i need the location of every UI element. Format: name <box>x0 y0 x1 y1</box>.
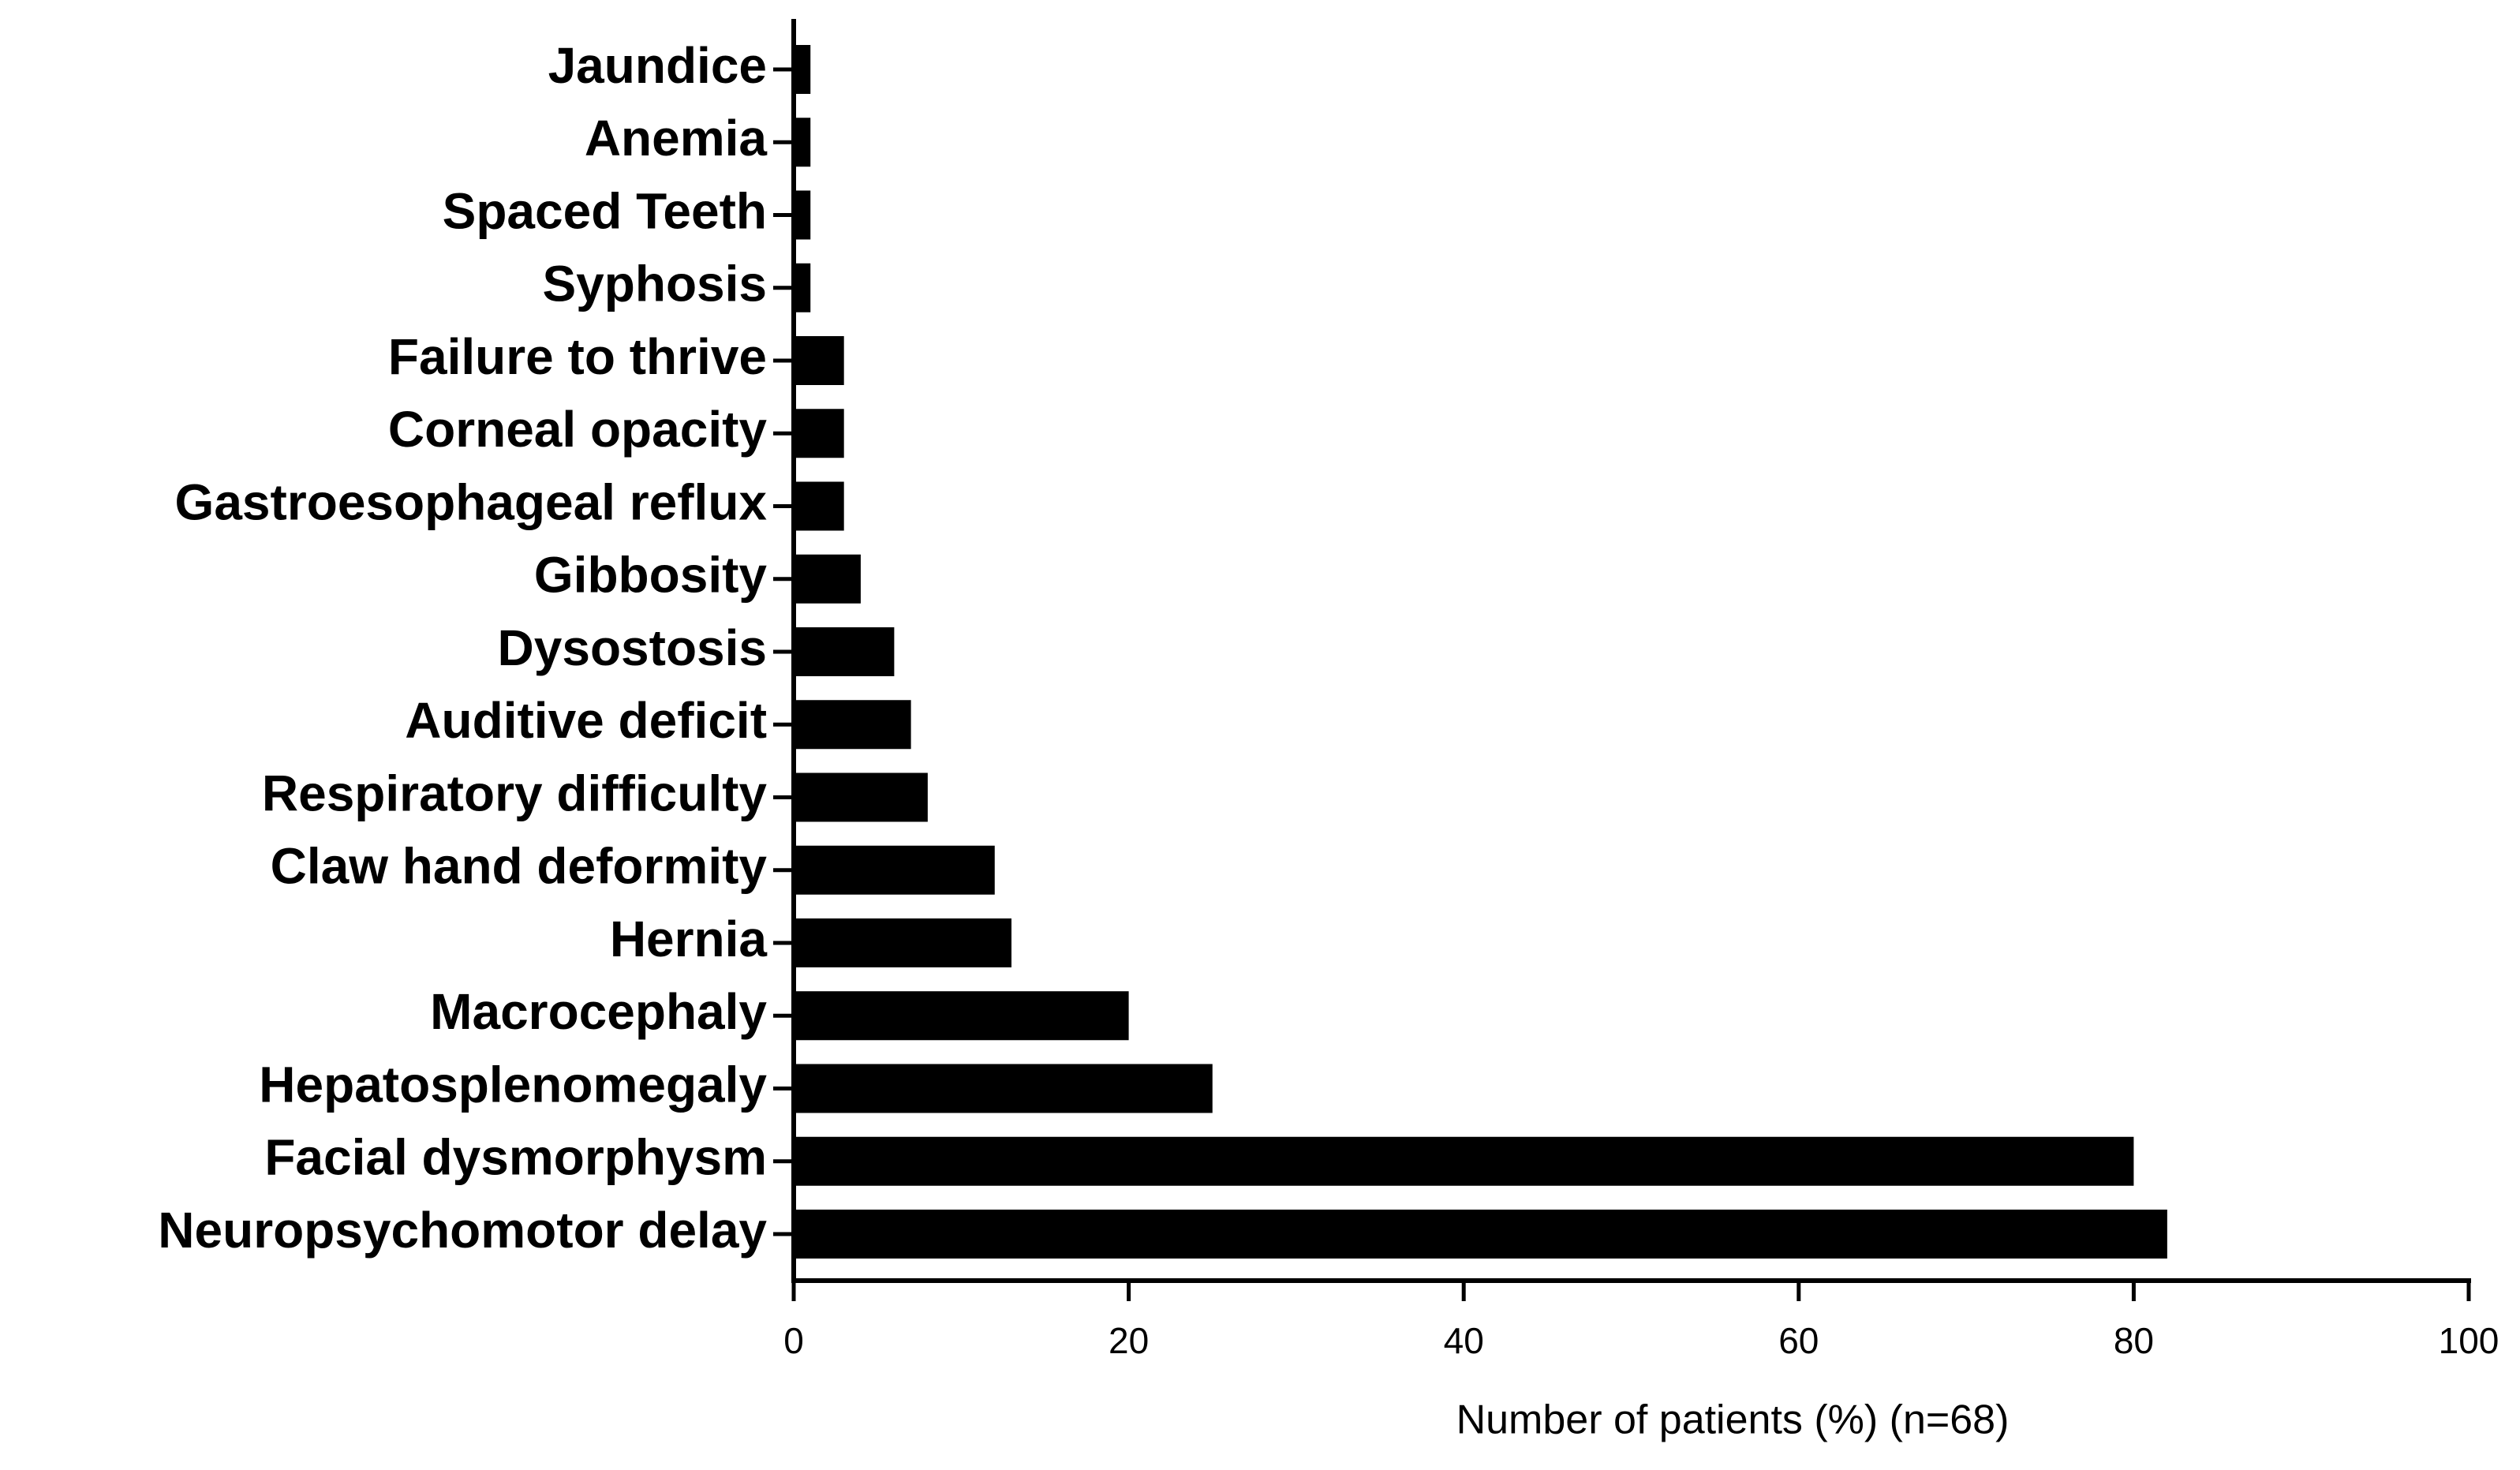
y-tick-label: Claw hand deformity <box>271 838 768 895</box>
y-tick-label: Jaundice <box>548 37 767 94</box>
x-tick-label: 40 <box>1444 1320 1484 1361</box>
bar <box>794 772 928 822</box>
bar <box>794 263 811 312</box>
bar <box>794 700 911 750</box>
bar <box>794 118 811 167</box>
y-tick-label: Failure to thrive <box>388 328 767 385</box>
y-tick-label: Hepatosplenomegaly <box>259 1056 767 1113</box>
x-tick-label: 60 <box>1778 1320 1819 1361</box>
y-tick-label: Gastroesophageal reflux <box>175 473 768 530</box>
x-tick-label: 100 <box>2439 1320 2499 1361</box>
bar <box>794 991 1129 1041</box>
x-tick-label: 80 <box>2114 1320 2154 1361</box>
bar <box>794 918 1011 967</box>
bar <box>794 1210 2167 1259</box>
x-tick-label: 20 <box>1109 1320 1149 1361</box>
x-tick-label: 0 <box>783 1320 804 1361</box>
y-tick-label: Syphosis <box>542 256 767 312</box>
y-tick-label: Hernia <box>610 911 768 967</box>
y-tick-label: Anemia <box>585 110 768 166</box>
y-tick-label: Auditive deficit <box>405 692 767 749</box>
y-tick-label: Facial dysmorphysm <box>264 1129 767 1186</box>
bar <box>794 336 844 385</box>
bar <box>794 190 811 240</box>
y-tick-label: Neuropsychomotor delay <box>158 1202 767 1259</box>
y-tick-label: Spaced Teeth <box>443 182 767 239</box>
bar <box>794 481 844 531</box>
y-tick-label: Dysostosis <box>498 619 767 676</box>
bar <box>794 845 995 895</box>
y-tick-label: Macrocephaly <box>430 983 767 1040</box>
y-tick-label: Corneal opacity <box>388 401 768 458</box>
y-tick-label: Gibbosity <box>534 547 768 604</box>
bar <box>794 409 844 458</box>
bar <box>794 627 895 676</box>
bar <box>794 1064 1213 1113</box>
y-tick-label: Respiratory difficulty <box>262 765 768 821</box>
bar <box>794 1136 2134 1186</box>
x-axis-title: Number of patients (%) (n=68) <box>1456 1397 2010 1443</box>
bar <box>794 45 811 94</box>
bar <box>794 554 861 604</box>
